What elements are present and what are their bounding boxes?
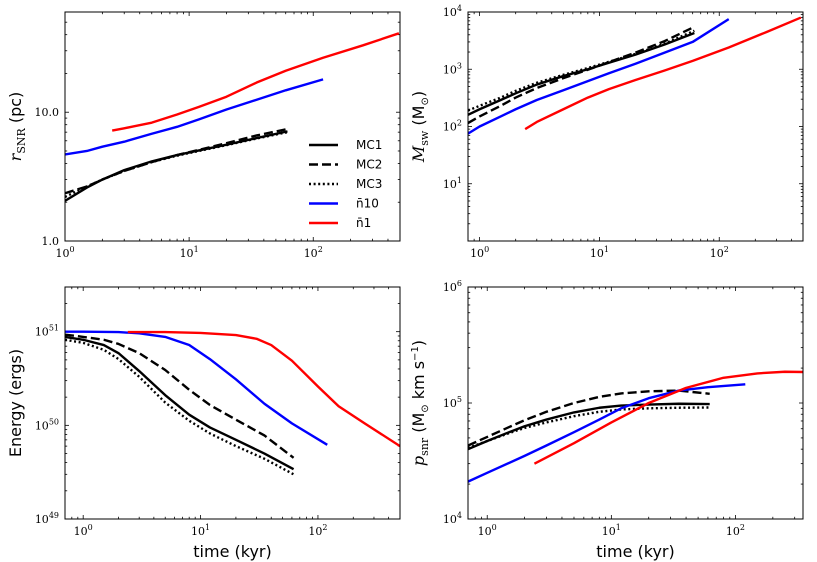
y-tick-label: 1051 <box>35 324 59 339</box>
x-tick-label: 100 <box>478 523 497 538</box>
x-tick-label: 102 <box>726 523 745 538</box>
y-axis-label: psnr (M⊙ km s−1) <box>409 340 431 466</box>
y-tick-label: 1050 <box>35 417 59 432</box>
series-group <box>65 330 400 476</box>
plot-frame <box>467 11 804 242</box>
series-line-MC2 <box>65 333 295 459</box>
subplot-p2: 100 101 102 101 102 103 104 Msw (M⊙) <box>409 4 804 260</box>
subplot-p1: 100 101 102 1.0 10.0 rSNR (pc) MC1 MC2 MC3 n̄10 n̄… <box>6 11 401 260</box>
legend-label: MC2 <box>356 158 382 172</box>
y-tick-label: 1.0 <box>42 235 60 248</box>
legend-label: n̄10 <box>356 197 379 211</box>
y-tick-label: 104 <box>443 4 462 19</box>
y-tick-label: 101 <box>443 176 462 191</box>
series-line-MC3 <box>468 29 695 112</box>
x-axis-label: time (kyr) <box>193 542 271 561</box>
y-tick-label: 102 <box>443 119 462 134</box>
legend: MC1 MC2 MC3 n̄10 n̄1 <box>309 138 382 230</box>
x-tick-label: 101 <box>602 523 621 538</box>
y-tick-label: 104 <box>443 511 462 526</box>
legend-label: MC1 <box>356 138 382 152</box>
legend-label: MC3 <box>356 177 382 191</box>
series-line-MC1 <box>65 130 288 202</box>
x-tick-label: 102 <box>304 245 323 260</box>
series-line-n1-nbar <box>127 330 400 448</box>
ticks <box>467 11 804 242</box>
series-line-n1-nbar <box>524 16 802 131</box>
series-line-MC1 <box>65 335 295 471</box>
x-tick-label: 101 <box>191 523 210 538</box>
x-tick-label: 100 <box>55 245 74 260</box>
series-line-MC3 <box>65 130 288 198</box>
subplot-p3: 100 101 102 1049 1050 1051 time (kyr) Energy (e… <box>6 286 401 561</box>
series-line-MC1 <box>468 31 695 116</box>
legend-label: n̄1 <box>356 216 371 230</box>
x-tick-label: 101 <box>180 245 199 260</box>
plot-frame <box>467 286 804 520</box>
subplot-p4: 100 101 102 104 105 106 time (kyr) psnr (M⊙ km … <box>409 279 804 561</box>
x-tick-label: 102 <box>710 245 729 260</box>
y-axis-label: Energy (ergs) <box>6 349 25 457</box>
series-line-n1-nbar <box>111 32 400 132</box>
series-line-n1-nbar <box>533 370 803 465</box>
series-line-MC3 <box>65 338 295 476</box>
x-tick-label: 101 <box>590 245 609 260</box>
series-group <box>468 370 803 483</box>
series-line-MC1 <box>468 402 710 451</box>
y-tick-label: 10.0 <box>35 106 60 119</box>
y-tick-label: 105 <box>443 395 462 410</box>
y-axis-label: rSNR (pc) <box>6 92 28 162</box>
y-tick-label: 103 <box>443 61 462 76</box>
series-group <box>65 32 400 202</box>
plot-frame <box>64 286 401 520</box>
y-tick-label: 1049 <box>35 511 59 526</box>
series-line-n10-nbar <box>468 18 730 135</box>
ticks <box>64 286 401 520</box>
x-axis-label: time (kyr) <box>596 542 674 561</box>
y-axis-label: Msw (M⊙) <box>409 91 431 163</box>
series-line-n10-nbar <box>65 330 328 446</box>
series-line-MC2 <box>468 389 710 447</box>
series-line-MC3 <box>468 406 710 450</box>
y-tick-label: 106 <box>443 279 462 294</box>
series-group <box>468 16 802 135</box>
plot-frame <box>64 11 401 242</box>
series-line-MC2 <box>468 25 695 125</box>
x-tick-label: 102 <box>308 523 327 538</box>
x-tick-label: 100 <box>470 245 489 260</box>
series-line-n10-nbar <box>65 78 324 156</box>
series-line-n10-nbar <box>468 383 746 483</box>
x-tick-label: 100 <box>74 523 93 538</box>
ticks <box>64 11 401 242</box>
